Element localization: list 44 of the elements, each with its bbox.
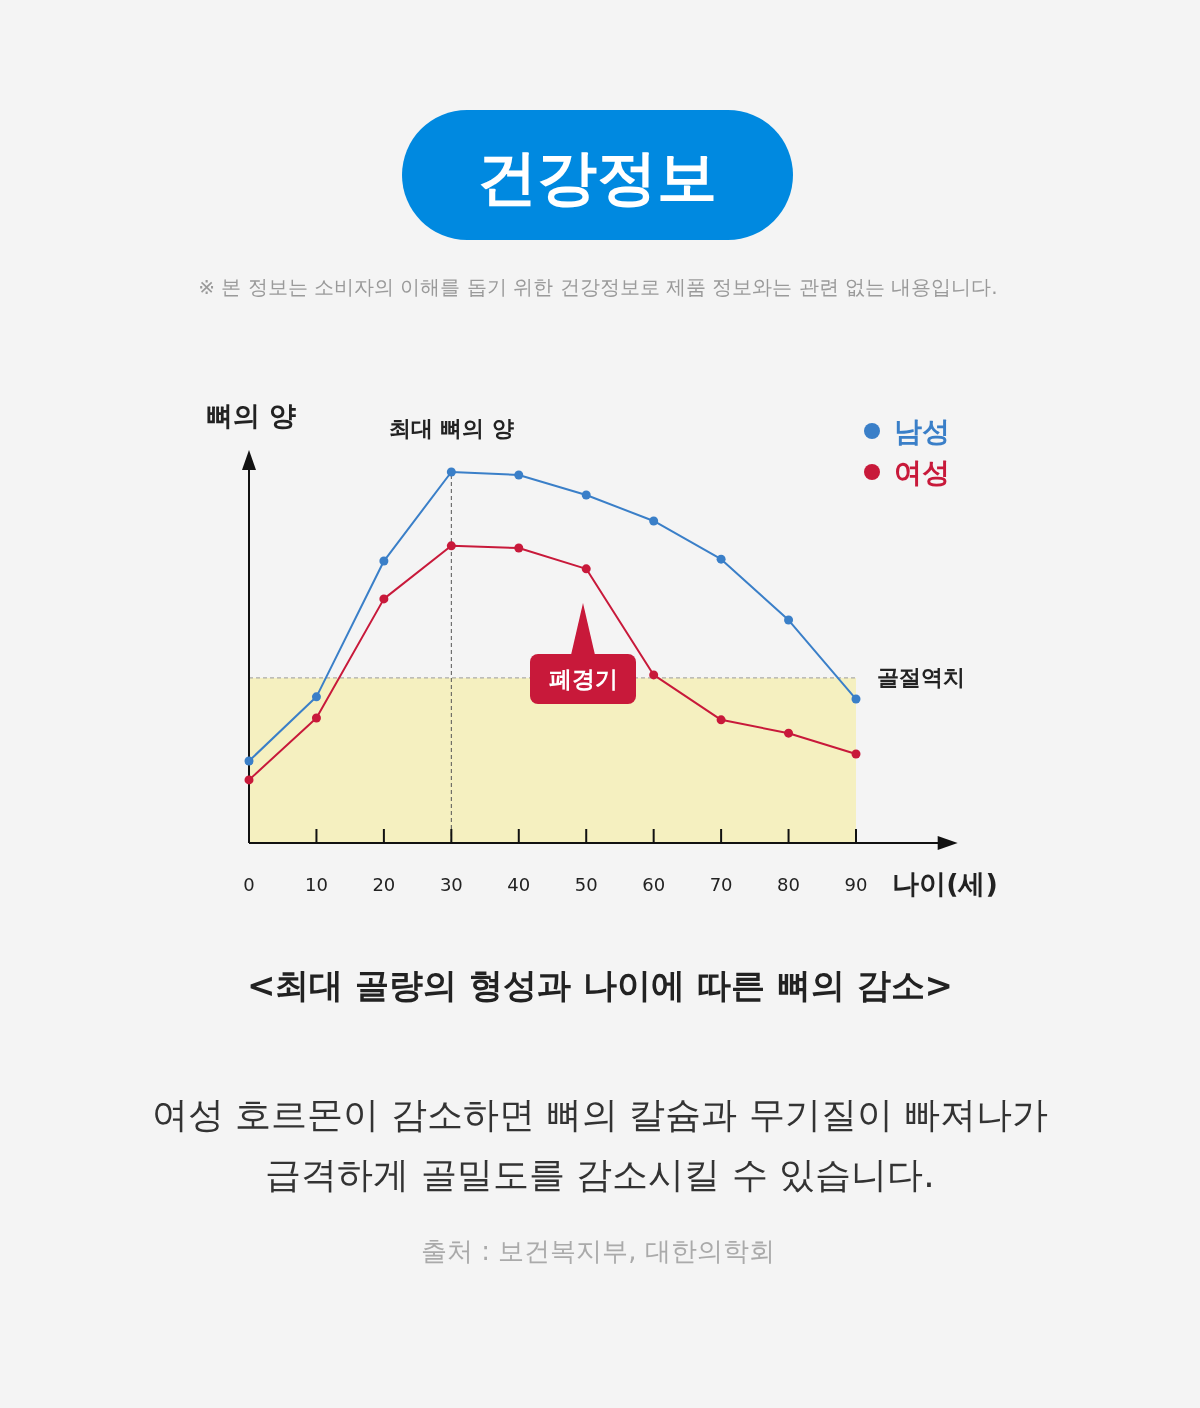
chart-subtitle: ※ 본 정보는 소비자의 이해를 돕기 위한 건강정보로 제품 정보와는 관련 없는 내용입니다. — [198, 275, 998, 299]
point — [514, 543, 524, 553]
point — [244, 756, 254, 766]
x-tick-label: 20 — [372, 874, 396, 895]
point — [716, 554, 726, 564]
annotation: 폐경기 — [548, 666, 618, 692]
callout: 폐경기 — [530, 603, 636, 704]
point — [379, 556, 389, 566]
x-tick-label: 90 — [844, 874, 868, 895]
point — [784, 615, 794, 625]
point — [446, 467, 456, 477]
text: <최대 골량의 형성과 나이에 따른 뼈의 감소> — [247, 965, 953, 1005]
point — [649, 516, 659, 526]
x-tick-label: 70 — [709, 874, 733, 895]
point — [514, 470, 524, 480]
point — [716, 715, 726, 725]
legend-label: 여성 — [894, 456, 950, 489]
point — [446, 541, 456, 551]
point — [784, 728, 794, 738]
x-tick-label: 60 — [642, 874, 666, 895]
x-tick-label: 50 — [574, 874, 598, 895]
point — [851, 694, 861, 704]
chart-title: 건강정보 — [477, 142, 717, 212]
point — [311, 692, 321, 702]
y-axis-title: 뼈의 양 — [205, 400, 297, 431]
ref-line-label: 골절역치 — [877, 664, 965, 690]
legend-label: 남성 — [894, 415, 950, 448]
source-note: 출처 : 보건복지부, 대한의학회 — [421, 1236, 775, 1266]
point — [379, 594, 389, 604]
x-tick-label: 80 — [777, 874, 801, 895]
point — [244, 775, 254, 785]
x-tick-label: 30 — [439, 874, 463, 895]
point — [581, 490, 591, 500]
point — [581, 564, 591, 574]
point — [649, 670, 659, 680]
x-tick-label: 10 — [304, 874, 328, 895]
x-axis-title: 나이(세) — [892, 868, 998, 899]
text: 여성 호르몬이 감소하면 뼈의 칼슘과 무기질이 빠져나가 — [151, 1094, 1049, 1135]
x-tick-label: 0 — [243, 874, 255, 895]
text: 급격하게 골밀도를 감소시킬 수 있습니다. — [265, 1154, 935, 1195]
point — [311, 713, 321, 723]
x-tick-label: 40 — [507, 874, 531, 895]
point — [851, 749, 861, 759]
ref-line-label: 최대 뼈의 양 — [388, 416, 514, 441]
